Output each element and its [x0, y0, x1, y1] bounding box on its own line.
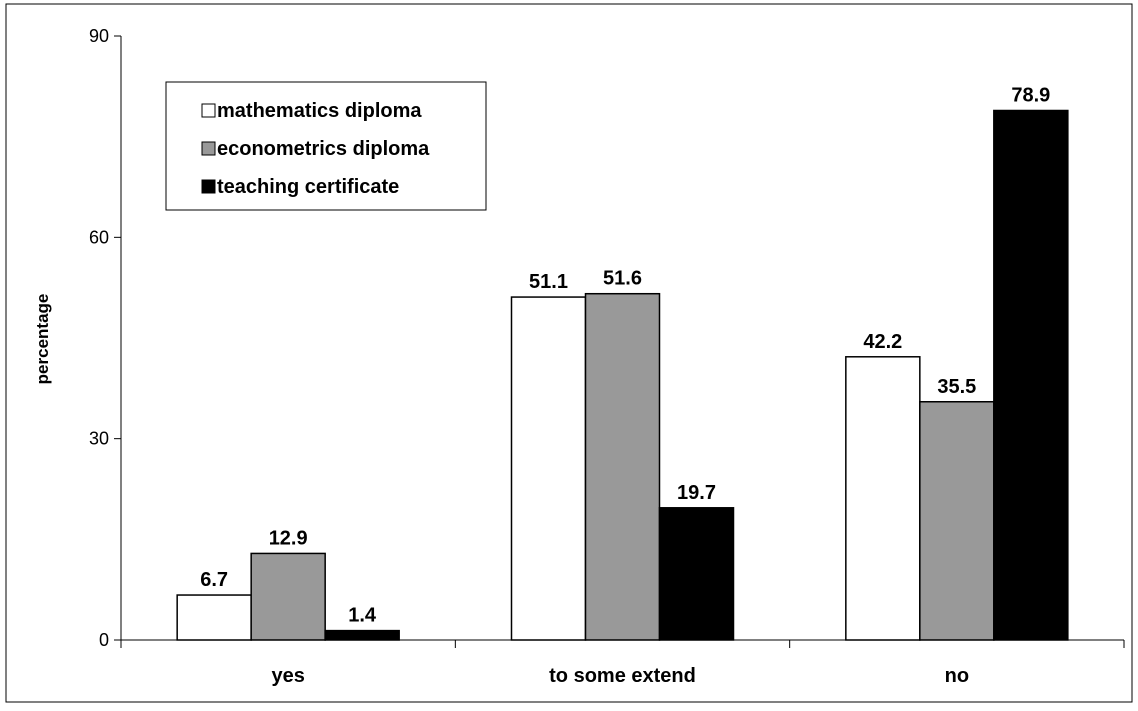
bar — [324, 629, 400, 641]
bar-data-label: 42.2 — [863, 331, 902, 353]
y-tick-label: 90 — [89, 26, 109, 46]
bar-data-label: 51.1 — [529, 271, 568, 293]
bar — [658, 507, 735, 641]
bar-data-label: 12.9 — [269, 527, 308, 549]
y-tick-label: 30 — [89, 429, 109, 449]
bar-data-label: 19.7 — [677, 482, 716, 504]
bar — [510, 296, 587, 641]
bar — [176, 594, 252, 641]
bar — [250, 552, 326, 641]
bar-data-label: 35.5 — [937, 376, 976, 398]
legend-label: teaching certificate — [217, 176, 399, 198]
y-tick-label: 0 — [99, 630, 109, 650]
bar-data-label: 51.6 — [603, 268, 642, 290]
legend-label: mathematics diploma — [217, 100, 422, 122]
bar-data-label: 1.4 — [348, 605, 377, 627]
legend-swatch — [201, 103, 216, 118]
x-category-label: to some extend — [549, 665, 696, 687]
legend-swatch — [201, 179, 216, 194]
bar — [919, 401, 995, 641]
bar-data-label: 78.9 — [1011, 84, 1050, 106]
x-category-label: yes — [271, 665, 304, 687]
bar — [845, 356, 921, 641]
x-category-label: no — [945, 665, 969, 687]
bar-data-label: 6.7 — [200, 569, 228, 591]
bar — [993, 109, 1069, 641]
bar — [584, 292, 661, 641]
y-tick-label: 60 — [89, 227, 109, 247]
y-axis-title: percentage — [33, 294, 52, 385]
legend-label: econometrics diploma — [217, 138, 430, 160]
legend-box — [165, 81, 487, 211]
legend-swatch — [201, 141, 216, 156]
